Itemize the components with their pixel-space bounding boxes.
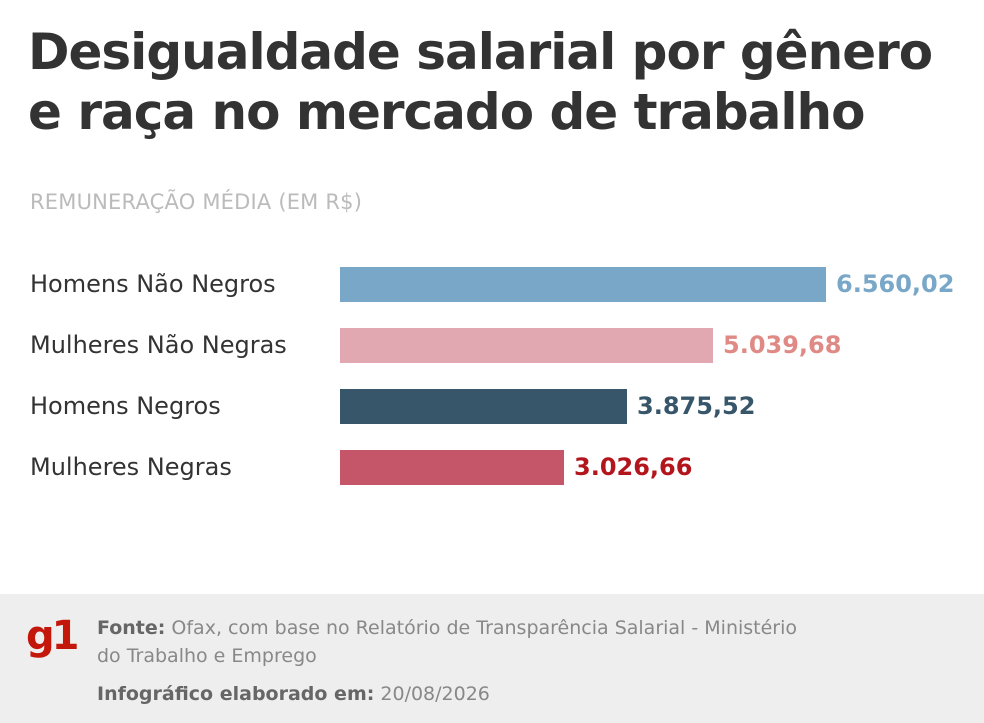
made-date: 20/08/2026 (380, 683, 490, 705)
bar (340, 389, 627, 424)
category-label: Homens Não Negros (30, 270, 276, 298)
category-label: Homens Negros (30, 392, 221, 420)
footer: g1 Fonte: Ofax, com base no Relatório de… (0, 594, 984, 723)
bar-chart: Homens Não Negros 6.560,02 Mulheres Não Ne… (0, 250, 984, 510)
bar (340, 328, 713, 363)
bar (340, 450, 564, 485)
value-label: 5.039,68 (723, 331, 842, 359)
bar (340, 267, 826, 302)
value-label: 6.560,02 (836, 270, 955, 298)
made-key: Infográfico elaborado em: (97, 683, 375, 705)
value-label: 3.875,52 (637, 392, 756, 420)
title-line-1: Desigualdade salarial por gênero (28, 23, 933, 81)
source-text: Ofax, com base no Relatório de Transparê… (97, 617, 798, 667)
source-key: Fonte: (97, 617, 166, 639)
chart-subtitle: REMUNERAÇÃO MÉDIA (EM R$) (30, 190, 363, 214)
source-note: Fonte: Ofax, com base no Relatório de Tr… (97, 614, 817, 670)
category-label: Mulheres Não Negras (30, 331, 287, 359)
category-label: Mulheres Negras (30, 453, 232, 481)
title-line-2: e raça no mercado de trabalho (28, 83, 865, 141)
g1-logo: g1 (26, 613, 79, 659)
value-label: 3.026,66 (574, 453, 693, 481)
made-date-note: Infográfico elaborado em: 20/08/2026 (97, 680, 490, 708)
chart-title: Desigualdade salarial por gênero e raça … (28, 22, 978, 142)
